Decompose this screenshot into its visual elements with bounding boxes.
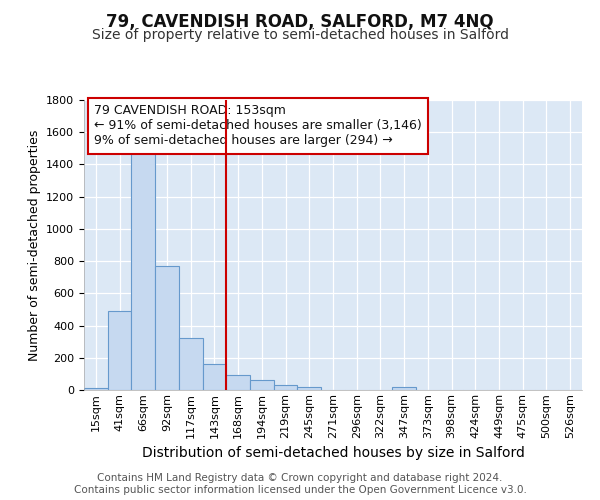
Bar	[274, 385, 298, 390]
Bar	[392, 387, 416, 390]
Bar	[108, 311, 131, 390]
Bar	[226, 374, 250, 390]
Bar	[131, 148, 155, 390]
Bar	[250, 380, 274, 390]
Text: 79 CAVENDISH ROAD: 153sqm
← 91% of semi-detached houses are smaller (3,146)
9% o: 79 CAVENDISH ROAD: 153sqm ← 91% of semi-…	[94, 104, 422, 148]
Bar	[84, 388, 108, 390]
Text: 79, CAVENDISH ROAD, SALFORD, M7 4NQ: 79, CAVENDISH ROAD, SALFORD, M7 4NQ	[106, 12, 494, 30]
Bar	[203, 364, 226, 390]
X-axis label: Distribution of semi-detached houses by size in Salford: Distribution of semi-detached houses by …	[142, 446, 524, 460]
Bar	[298, 387, 321, 390]
Text: Contains HM Land Registry data © Crown copyright and database right 2024.
Contai: Contains HM Land Registry data © Crown c…	[74, 474, 526, 495]
Text: Size of property relative to semi-detached houses in Salford: Size of property relative to semi-detach…	[91, 28, 509, 42]
Bar	[155, 266, 179, 390]
Y-axis label: Number of semi-detached properties: Number of semi-detached properties	[28, 130, 41, 360]
Bar	[179, 338, 203, 390]
